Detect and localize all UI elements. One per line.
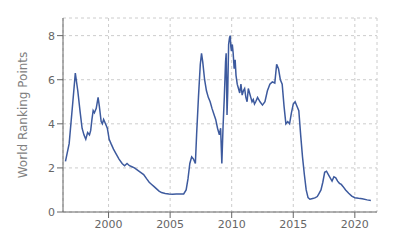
svg-text:2015: 2015 — [279, 218, 307, 231]
svg-text:2: 2 — [48, 162, 55, 175]
svg-text:2000: 2000 — [95, 218, 123, 231]
svg-text:0: 0 — [48, 206, 55, 219]
svg-text:8: 8 — [48, 30, 55, 43]
svg-text:2020: 2020 — [341, 218, 369, 231]
svg-text:2010: 2010 — [218, 218, 246, 231]
svg-text:4: 4 — [48, 118, 55, 131]
svg-text:World Ranking Points: World Ranking Points — [16, 52, 30, 179]
svg-text:6: 6 — [48, 74, 55, 87]
svg-text:2005: 2005 — [156, 218, 184, 231]
